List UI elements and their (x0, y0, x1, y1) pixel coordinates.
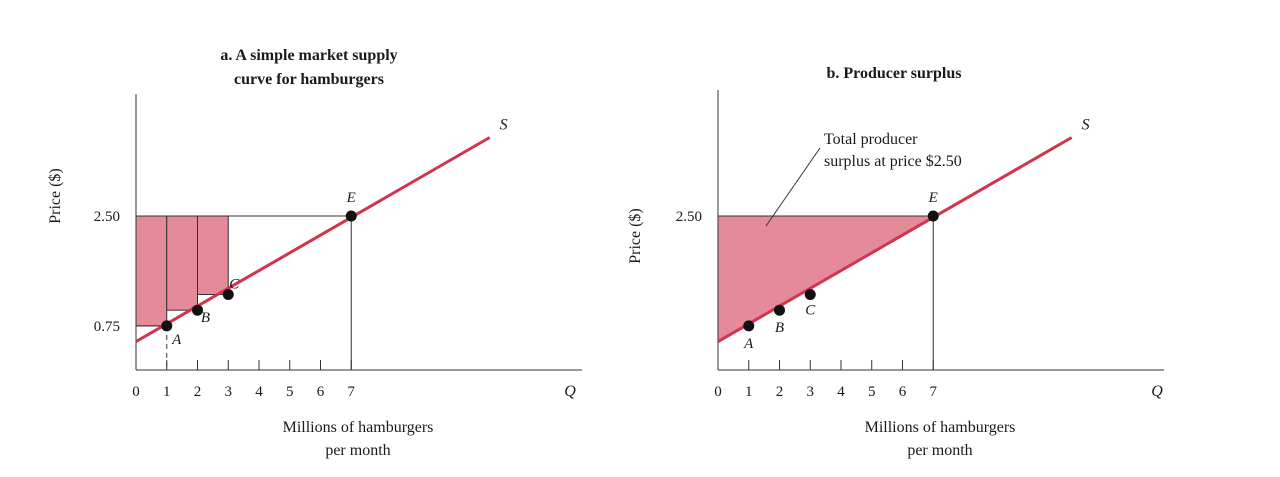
panel-a-title-line-1: a. A simple market supply (220, 47, 397, 64)
panel-b-xtick-label-4: 4 (837, 384, 845, 400)
panel-a-ylabel: Price ($) (47, 168, 64, 224)
panel-b-q-label: Q (1151, 383, 1163, 400)
panel-a-surplus-bar-2 (166, 215, 198, 311)
panel-a-surplus-bar-3 (197, 215, 229, 295)
panel-a-point-B (192, 304, 203, 316)
panel-a-point-label-B: B (201, 310, 210, 326)
panel-b-annotation-line-1: Total producer (824, 131, 918, 148)
panel-b-point-C (804, 289, 816, 300)
panel-a-xtick-label-3: 3 (225, 384, 233, 400)
panel-b-ylabel: Price ($) (627, 208, 644, 264)
panel-b-xtick-label-5: 5 (868, 384, 876, 400)
panel-b-point-label-C: C (805, 303, 816, 319)
panel-a-xtick-label-2: 2 (194, 384, 202, 400)
panel-a-point-A (161, 320, 173, 332)
panel-b-xlabel-line-2: per month (907, 442, 972, 459)
panel-b-point-label-A: A (743, 336, 754, 352)
panel-a-ytick-label-0.75: 0.75 (94, 319, 120, 335)
panel-b-point-E (927, 210, 939, 222)
panel-a-point-E (345, 210, 357, 222)
panel-b-xtick-label-0: 0 (714, 384, 722, 400)
panel-a-title-line-2: curve for hamburgers (234, 71, 384, 88)
panel-a-point-C (222, 289, 234, 300)
panel-a-xtick-label-0: 0 (132, 384, 140, 400)
panel-b-xlabel-line-1: Millions of hamburgers (865, 419, 1016, 436)
panel-a-xtick-label-7: 7 (348, 384, 356, 400)
panel-b-point-label-E: E (928, 190, 938, 206)
panel-b-xtick-label-2: 2 (776, 384, 784, 400)
panel-b-supply-label: S (1082, 117, 1090, 134)
panel-b-xtick-label-7: 7 (930, 384, 938, 400)
panel-b-xtick-label-1: 1 (745, 384, 753, 400)
panel-a-point-label-A: A (171, 332, 182, 348)
panel-a-xlabel-line-1: Millions of hamburgers (283, 419, 434, 436)
panel-a-xlabel-line-2: per month (325, 442, 390, 459)
panel-a-point-label-C: C (229, 277, 240, 293)
panel-a-point-label-E: E (346, 190, 356, 206)
panel-a-xtick-label-6: 6 (317, 384, 325, 400)
panel-a-ytick-label-2.50: 2.50 (94, 209, 120, 225)
panel-a-surplus-bar-1 (135, 215, 168, 327)
panel-b-point-A (743, 320, 755, 332)
panel-b-annotation-line-2: surplus at price $2.50 (824, 153, 962, 170)
panel-a-supply-label: S (500, 117, 508, 134)
panel-b-xtick-label-6: 6 (899, 384, 907, 400)
panel-a-xtick-label-4: 4 (255, 384, 263, 400)
panel-a-xtick-label-1: 1 (163, 384, 171, 400)
panel-b-ytick-label-2.50: 2.50 (676, 209, 702, 225)
panel-b-point-label-B: B (775, 320, 784, 336)
panel-a-q-label: Q (564, 383, 576, 400)
panel-b-point-B (774, 304, 785, 316)
panel-b-title-line-1: b. Producer surplus (827, 65, 962, 82)
panel-b-xtick-label-3: 3 (807, 384, 815, 400)
panel-a-xtick-label-5: 5 (286, 384, 294, 400)
panel-b-annotation-leader (765, 147, 821, 227)
